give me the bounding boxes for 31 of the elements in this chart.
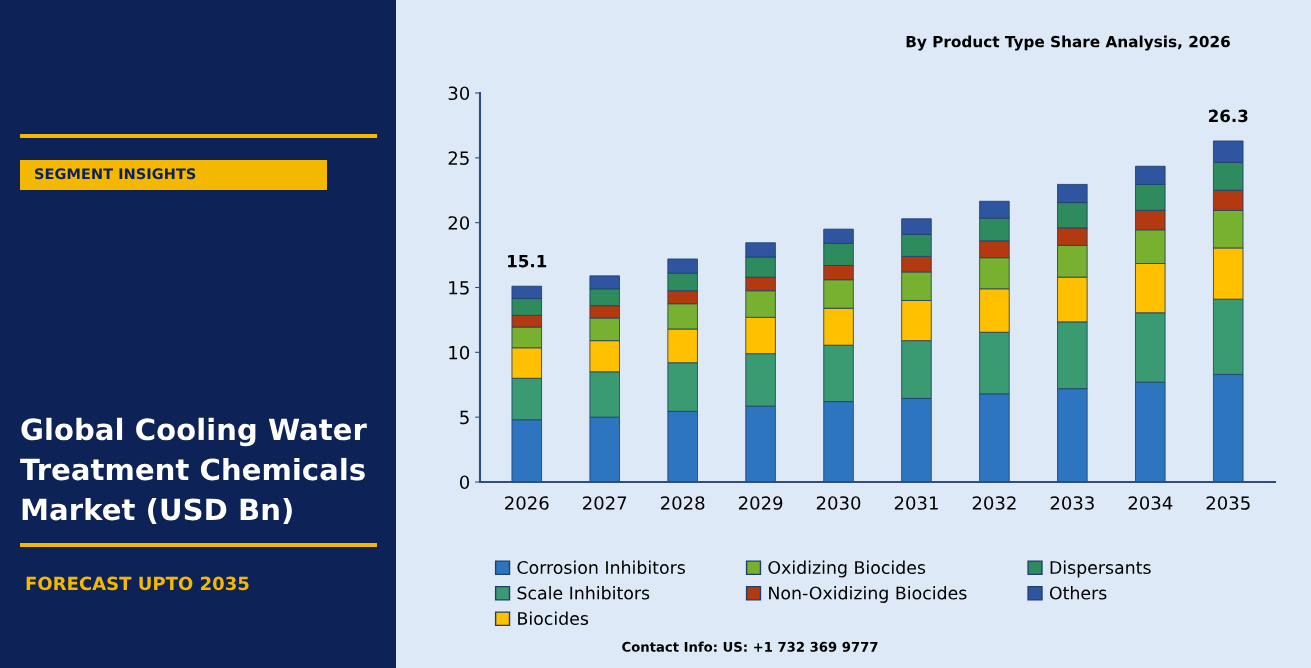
total-label: 26.3 xyxy=(1208,109,1248,123)
x-tick-label: 2026 xyxy=(505,496,549,510)
legend-label: Scale Inhibitors xyxy=(517,586,650,600)
text: Contact Info: US: +1 732 369 9777 xyxy=(622,641,878,652)
total-label: 15.1 xyxy=(508,255,547,268)
text: FORECAST UPTO 2035 xyxy=(26,576,249,591)
y-tick-label: 20 xyxy=(448,216,470,230)
x-tick-label: 2031 xyxy=(894,496,938,510)
x-tick-label: 2035 xyxy=(1206,496,1250,510)
y-tick-label: 0 xyxy=(459,475,470,490)
y-tick-label: 30 xyxy=(448,86,470,101)
text: SEGMENT INSIGHTS xyxy=(35,168,196,180)
x-tick-label: 2027 xyxy=(583,496,627,510)
legend-label: Non-Oxidizing Biocides xyxy=(769,586,967,603)
y-tick-label: 15 xyxy=(449,281,469,295)
legend-label: Corrosion Inhibitors xyxy=(517,560,685,575)
x-tick-label: 2028 xyxy=(660,496,705,510)
x-tick-label: 2029 xyxy=(738,496,783,510)
x-tick-label: 2033 xyxy=(1050,496,1094,510)
y-tick-label: 5 xyxy=(460,410,469,425)
x-tick-label: 2030 xyxy=(816,496,861,510)
y-tick-label: 10 xyxy=(449,345,470,360)
legend-label: Biocides xyxy=(518,611,589,626)
text: Global Cooling Water Treatment Chemicals Market (USD Bn) xyxy=(20,417,367,524)
chart-subtitle: By Product Type Share Analysis, 2026 xyxy=(906,35,1230,51)
legend-label: Dispersants xyxy=(1050,560,1151,578)
x-tick-label: 2032 xyxy=(972,496,1016,510)
legend-label: Oxidizing Biocides xyxy=(768,560,926,578)
legend-label: Others xyxy=(1049,586,1107,600)
y-tick-label: 25 xyxy=(448,151,469,165)
x-tick-label: 2034 xyxy=(1128,496,1173,510)
